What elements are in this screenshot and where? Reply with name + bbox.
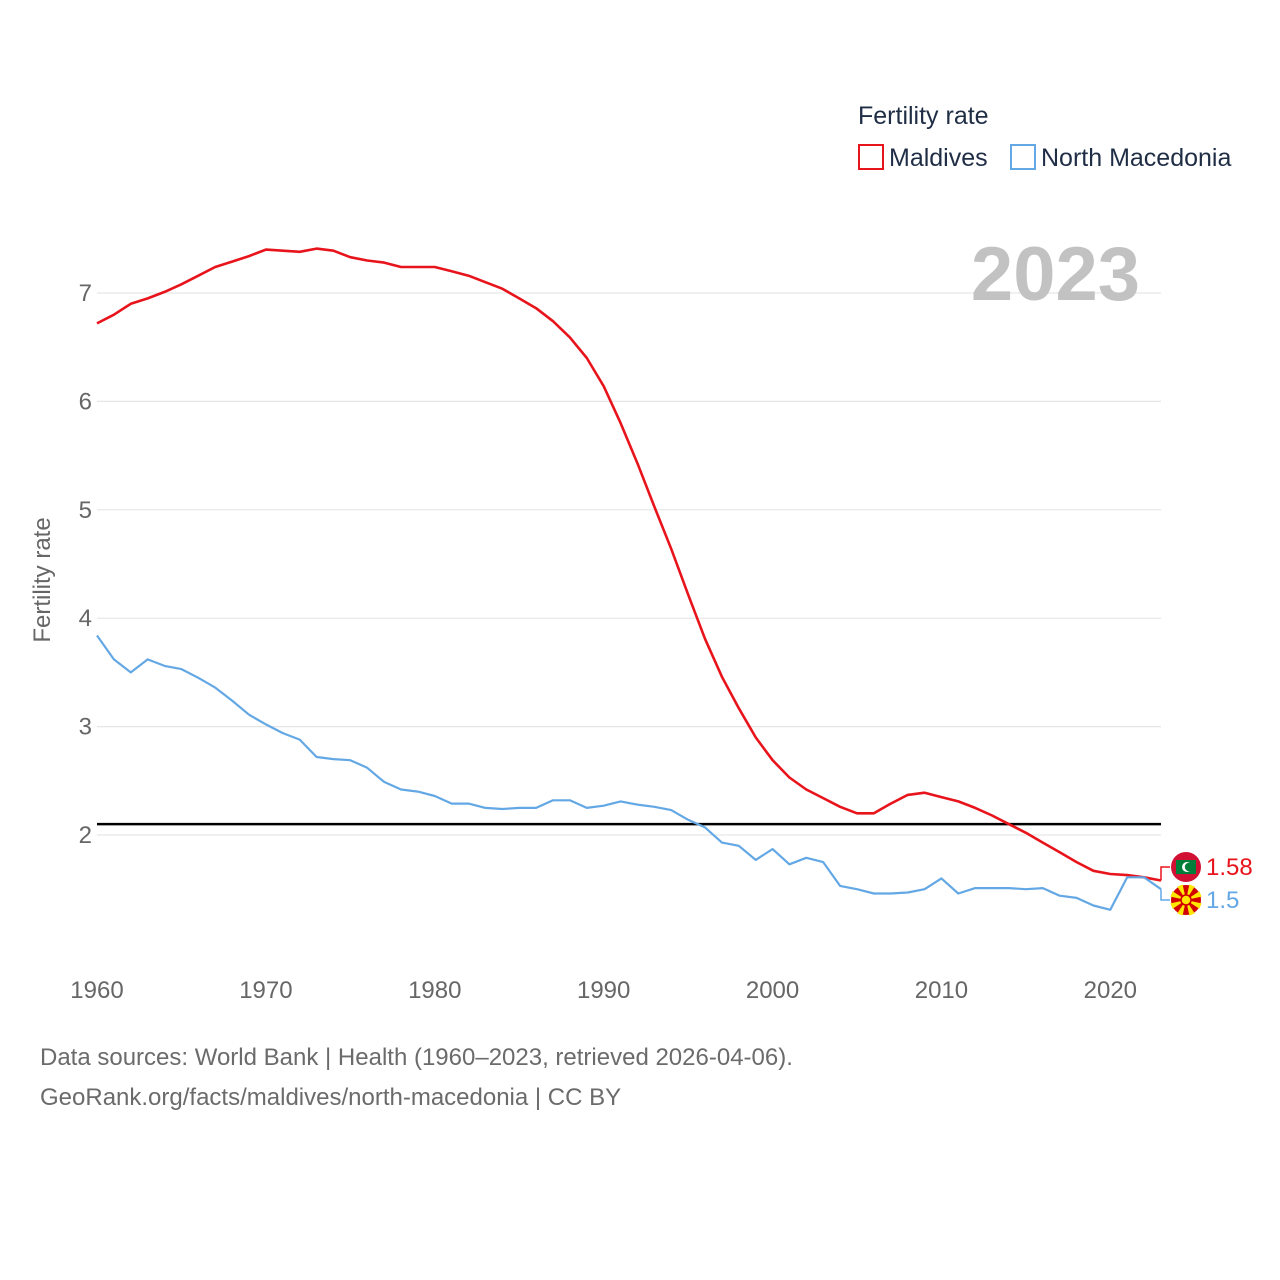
x-tick-label-2020: 2020 — [1084, 977, 1137, 1004]
y-tick-label-7: 7 — [79, 280, 92, 307]
x-tick-label-1960: 1960 — [70, 977, 123, 1004]
legend-swatch-north-macedonia — [1010, 144, 1036, 170]
legend-swatch-maldives — [858, 144, 884, 170]
sun-disc — [1180, 894, 1192, 906]
x-axis-ticks: 1960 1970 1980 1990 2000 2010 2020 — [70, 977, 1137, 1004]
legend-title: Fertility rate — [858, 102, 989, 130]
end-value-label-maldives: 1.58 — [1206, 854, 1253, 881]
y-tick-label-4: 4 — [79, 605, 92, 632]
gridlines — [97, 292, 1161, 836]
leader-line-maldives — [1160, 866, 1170, 881]
legend-items: Maldives North Macedonia — [858, 144, 1231, 172]
legend-label-maldives: Maldives — [889, 144, 988, 172]
footer-sources: Data sources: World Bank | Health (1960–… — [40, 1044, 793, 1071]
flag-maldives-icon — [1171, 852, 1201, 882]
flag-north-macedonia-icon — [1170, 884, 1202, 916]
footer-attribution[interactable]: GeoRank.org/facts/maldives/north-macedon… — [40, 1084, 622, 1111]
legend-label-north-macedonia: North Macedonia — [1041, 144, 1231, 172]
x-tick-label-2000: 2000 — [746, 977, 799, 1004]
leader-line-north-macedonia — [1160, 889, 1170, 901]
legend: Fertility rate Maldives North Macedonia — [858, 102, 1231, 172]
x-tick-label-1970: 1970 — [239, 977, 292, 1004]
series-line-north-macedonia — [96, 634, 1162, 911]
end-value-label-north-macedonia: 1.5 — [1206, 887, 1239, 914]
x-tick-label-1990: 1990 — [577, 977, 630, 1004]
series-lines — [96, 247, 1162, 911]
series-line-maldives — [96, 247, 1162, 882]
y-axis-ticks: 2 3 4 5 6 7 — [79, 280, 92, 849]
y-axis-title: Fertility rate — [29, 517, 56, 642]
end-labels: 1.58 1.5 — [1160, 852, 1253, 916]
y-tick-label-5: 5 — [79, 497, 92, 524]
x-tick-label-1980: 1980 — [408, 977, 461, 1004]
x-tick-label-2010: 2010 — [915, 977, 968, 1004]
y-tick-label-2: 2 — [79, 822, 92, 849]
y-tick-label-6: 6 — [79, 388, 92, 415]
y-tick-label-3: 3 — [79, 714, 92, 741]
year-watermark: 2023 — [971, 232, 1140, 317]
crescent-shadow — [1184, 862, 1194, 872]
